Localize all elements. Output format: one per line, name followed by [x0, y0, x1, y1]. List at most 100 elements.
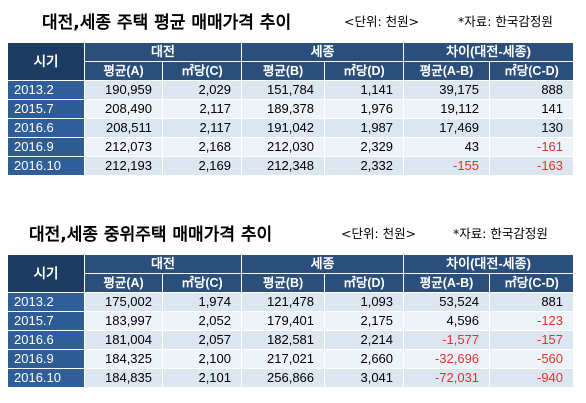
header-col-b: 평균(B) — [241, 61, 326, 81]
period-cell: 2016.10 — [7, 368, 85, 388]
header-period: 시기 — [7, 254, 85, 293]
value-cell-b: 182,581 — [241, 330, 326, 350]
header-col-b: 평균(B) — [241, 273, 326, 293]
header-row-group: 시기 대전 세종 차이(대전-세종) — [7, 254, 575, 293]
price-table-average: 시기 대전 세종 차이(대전-세종) 평균(A) ㎡당(C) 평균(B) ㎡당(… — [7, 42, 575, 176]
header-col-d: ㎡당(D) — [324, 61, 405, 81]
value-cell-cd: 141 — [489, 99, 575, 119]
value-cell-ab: 4,596 — [403, 311, 491, 331]
value-cell-d: 2,175 — [324, 311, 405, 331]
value-cell-ab: -1,577 — [403, 330, 491, 350]
value-cell-cd: -940 — [489, 368, 575, 388]
value-cell-b: 179,401 — [241, 311, 326, 331]
header-col-a: 평균(A) — [84, 61, 163, 81]
value-cell-cd: 881 — [489, 292, 575, 312]
period-cell: 2015.7 — [7, 99, 85, 119]
value-cell-d: 2,214 — [324, 330, 405, 350]
header-col-a: 평균(A) — [84, 273, 163, 293]
value-cell-c: 2,052 — [161, 311, 243, 331]
period-cell: 2016.6 — [7, 330, 85, 350]
value-cell-a: 181,004 — [84, 330, 163, 350]
value-cell-c: 2,169 — [161, 156, 243, 176]
value-cell-cd: -560 — [489, 349, 575, 369]
value-cell-ab: 39,175 — [403, 80, 491, 100]
header-row-group: 시기 대전 세종 차이(대전-세종) — [7, 42, 575, 81]
section-average-price: 대전,세종 주택 평균 매매가격 추이 <단위: 천원> *자료: 한국감정원 … — [0, 0, 586, 195]
table-row: 2016.9 212,073 2,168 212,030 2,329 43 -161 — [7, 137, 575, 157]
value-cell-d: 1,141 — [324, 80, 405, 100]
header-group-diff: 차이(대전-세종) — [403, 42, 575, 62]
value-cell-ab: -155 — [403, 156, 491, 176]
header-group-sejong: 세종 — [241, 42, 405, 62]
source-note: *자료: 한국감정원 — [453, 226, 548, 241]
period-cell: 2016.9 — [7, 349, 85, 369]
value-cell-cd: -163 — [489, 156, 575, 176]
value-cell-a: 212,193 — [84, 156, 163, 176]
value-cell-c: 1,974 — [161, 292, 243, 312]
period-cell: 2016.10 — [7, 156, 85, 176]
table-body: 2013.2 190,959 2,029 151,784 1,141 39,175 888 2… — [7, 80, 575, 176]
table-row: 2013.2 175,002 1,974 121,478 1,093 53,524 881 — [7, 292, 575, 312]
table-row: 2016.10 184,835 2,101 256,866 3,041 -72,031 -9… — [7, 368, 575, 388]
value-cell-b: 191,042 — [241, 118, 326, 138]
source-note: *자료: 한국감정원 — [458, 14, 553, 29]
value-cell-b: 189,378 — [241, 99, 326, 119]
title-row: 대전,세종 중위주택 매매가격 추이 <단위: 천원> *자료: 한국감정원 — [0, 218, 586, 245]
header-row-columns: 평균(A) ㎡당(C) 평균(B) ㎡당(D) 평균(A-B) ㎡당(C-D) — [8, 61, 575, 81]
table-row: 2016.10 212,193 2,169 212,348 2,332 -155 -163 — [7, 156, 575, 176]
value-cell-a: 184,835 — [84, 368, 163, 388]
table-body: 2013.2 175,002 1,974 121,478 1,093 53,524 881 2… — [7, 292, 575, 388]
value-cell-a: 184,325 — [84, 349, 163, 369]
value-cell-b: 121,478 — [241, 292, 326, 312]
value-cell-cd: -157 — [489, 330, 575, 350]
table-row: 2015.7 183,997 2,052 179,401 2,175 4,596 -123 — [7, 311, 575, 331]
value-cell-d: 2,329 — [324, 137, 405, 157]
table-row: 2016.6 208,511 2,117 191,042 1,987 17,469 130 — [7, 118, 575, 138]
table-title: 대전,세종 중위주택 매매가격 추이 — [29, 225, 273, 245]
value-cell-c: 2,057 — [161, 330, 243, 350]
price-table-median: 시기 대전 세종 차이(대전-세종) 평균(A) ㎡당(C) 평균(B) ㎡당(… — [7, 254, 575, 388]
table-row: 2015.7 208,490 2,117 189,378 1,976 19,112 141 — [7, 99, 575, 119]
header-period: 시기 — [7, 42, 85, 81]
value-cell-a: 175,002 — [84, 292, 163, 312]
header-row-columns: 평균(A) ㎡당(C) 평균(B) ㎡당(D) 평균(A-B) ㎡당(C-D) — [8, 273, 575, 293]
value-cell-cd: -123 — [489, 311, 575, 331]
value-cell-ab: 53,524 — [403, 292, 491, 312]
value-cell-a: 208,490 — [84, 99, 163, 119]
value-cell-b: 212,030 — [241, 137, 326, 157]
value-cell-a: 208,511 — [84, 118, 163, 138]
section-median-price: 대전,세종 중위주택 매매가격 추이 <단위: 천원> *자료: 한국감정원 시… — [0, 208, 586, 403]
value-cell-c: 2,100 — [161, 349, 243, 369]
period-cell: 2016.9 — [7, 137, 85, 157]
header-col-c: ㎡당(C) — [161, 61, 243, 81]
value-cell-c: 2,101 — [161, 368, 243, 388]
value-cell-b: 256,866 — [241, 368, 326, 388]
value-cell-d: 1,987 — [324, 118, 405, 138]
period-cell: 2013.2 — [7, 80, 85, 100]
table-title: 대전,세종 주택 평균 매매가격 추이 — [42, 13, 292, 33]
value-cell-d: 2,332 — [324, 156, 405, 176]
header-group-daejeon: 대전 — [83, 254, 243, 274]
table-row: 2016.9 184,325 2,100 217,021 2,660 -32,696 -56… — [7, 349, 575, 369]
unit-note: <단위: 천원> — [344, 14, 420, 29]
value-cell-a: 190,959 — [84, 80, 163, 100]
value-cell-ab: -32,696 — [403, 349, 491, 369]
header-group-sejong: 세종 — [241, 254, 405, 274]
value-cell-cd: -161 — [489, 137, 575, 157]
value-cell-d: 1,976 — [324, 99, 405, 119]
unit-note: <단위: 천원> — [341, 226, 417, 241]
header-col-cd: ㎡당(C-D) — [489, 273, 575, 293]
title-row: 대전,세종 주택 평균 매매가격 추이 <단위: 천원> *자료: 한국감정원 — [0, 6, 586, 33]
header-col-ab: 평균(A-B) — [403, 61, 491, 81]
value-cell-c: 2,168 — [161, 137, 243, 157]
value-cell-d: 2,660 — [324, 349, 405, 369]
header-col-ab: 평균(A-B) — [403, 273, 491, 293]
value-cell-d: 1,093 — [324, 292, 405, 312]
header-col-d: ㎡당(D) — [324, 273, 405, 293]
period-cell: 2015.7 — [7, 311, 85, 331]
value-cell-ab: 43 — [403, 137, 491, 157]
table-row: 2016.6 181,004 2,057 182,581 2,214 -1,577 -157 — [7, 330, 575, 350]
period-cell: 2013.2 — [7, 292, 85, 312]
header-group-daejeon: 대전 — [83, 42, 243, 62]
value-cell-ab: 17,469 — [403, 118, 491, 138]
